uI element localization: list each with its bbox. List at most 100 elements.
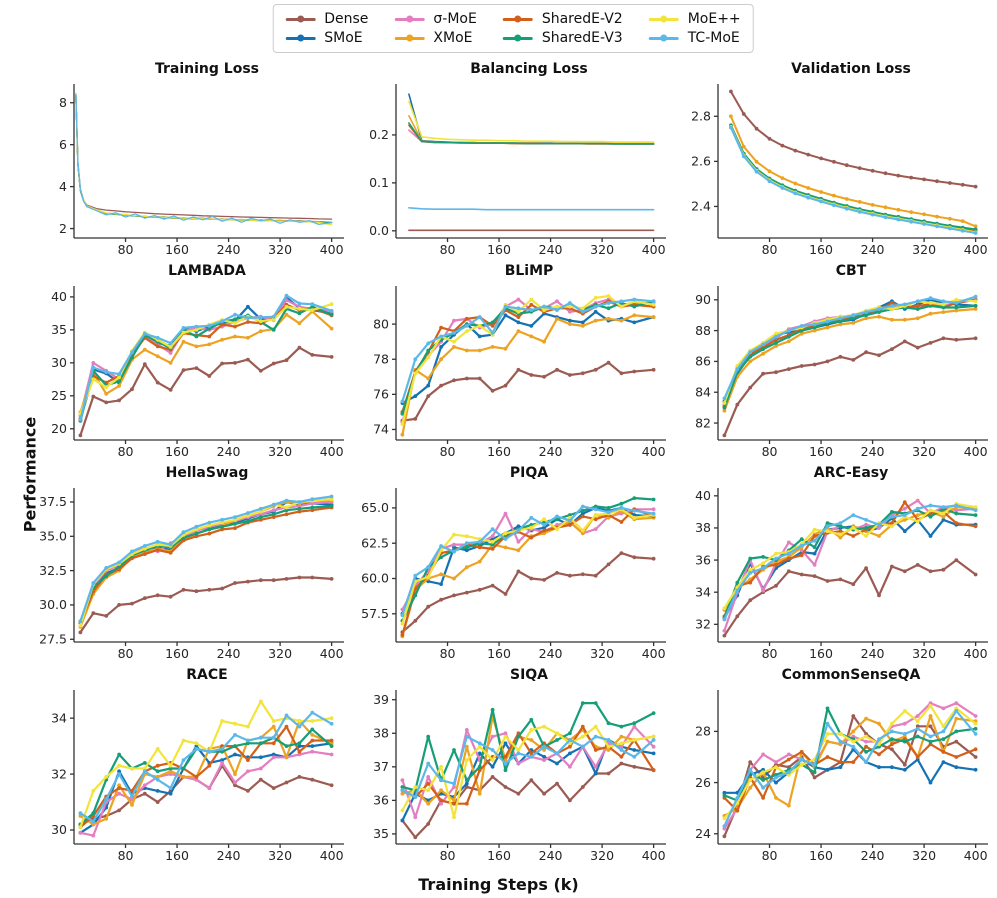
svg-text:80: 80: [762, 646, 778, 661]
chart-canvas: 24 26 28 80 160 240 320 400: [695, 690, 988, 863]
svg-text:60.0: 60.0: [361, 571, 389, 586]
svg-text:30: 30: [51, 822, 67, 837]
svg-text:320: 320: [912, 848, 936, 863]
svg-text:240: 240: [217, 242, 241, 257]
svg-text:400: 400: [320, 444, 344, 459]
svg-text:160: 160: [165, 646, 189, 661]
svg-text:80: 80: [440, 444, 456, 459]
chart-balancing-loss: Balancing Loss 0.0 0.1 0.2 80 160 240 320 400: [350, 60, 672, 262]
svg-text:240: 240: [217, 848, 241, 863]
svg-text:80: 80: [118, 242, 134, 257]
svg-text:240: 240: [539, 444, 563, 459]
svg-text:35: 35: [373, 826, 389, 841]
chart-title: HellaSwag: [165, 465, 249, 481]
chart-siqa: SIQA 35 36 37 38 39 80 160 240 320 400: [350, 666, 672, 868]
svg-text:80: 80: [440, 848, 456, 863]
svg-text:160: 160: [165, 444, 189, 459]
svg-text:2: 2: [59, 221, 67, 236]
svg-text:34: 34: [51, 710, 67, 725]
svg-text:80: 80: [440, 242, 456, 257]
chart-blimp: BLiMP 74 76 78 80 80 160 240 320 400: [350, 262, 672, 464]
chart-title: BLiMP: [504, 263, 554, 279]
svg-text:160: 160: [165, 848, 189, 863]
chart-canvas: 27.5 30.0 32.5 35.0 37.5 80 160 240 320 400: [39, 488, 344, 661]
svg-text:400: 400: [964, 848, 988, 863]
legend-label: Dense: [324, 11, 369, 27]
svg-text:320: 320: [590, 646, 614, 661]
svg-text:35.0: 35.0: [39, 529, 67, 544]
legend-item: TC-MoE: [648, 30, 741, 46]
svg-text:37: 37: [373, 759, 389, 774]
svg-text:400: 400: [642, 646, 666, 661]
chart-canvas: 32 34 36 38 40 80 160 240 320 400: [695, 488, 988, 661]
chart-canvas: 82 84 86 88 90 80 160 240 320 400: [695, 286, 988, 459]
legend-item: SharedE-V3: [502, 30, 623, 46]
chart-canvas: 30 32 34 80 160 240 320 400: [51, 690, 344, 863]
chart-hellaswag: HellaSwag 27.5 30.0 32.5 35.0 37.5 80 160 240 320…: [28, 464, 350, 666]
svg-text:32: 32: [695, 617, 711, 632]
chart-title: Training Loss: [155, 61, 259, 77]
chart-arc-easy: ARC-Easy 32 34 36 38 40 80 160 240 320 400: [672, 464, 994, 666]
svg-text:0.2: 0.2: [369, 127, 389, 142]
chart-title: LAMBADA: [168, 263, 246, 279]
chart-title: Validation Loss: [791, 61, 911, 77]
svg-text:80: 80: [118, 444, 134, 459]
svg-text:160: 160: [809, 444, 833, 459]
svg-text:240: 240: [861, 242, 885, 257]
legend-item: Dense: [285, 11, 368, 27]
svg-text:320: 320: [268, 646, 292, 661]
svg-text:38: 38: [373, 725, 389, 740]
legend-line-marker: [285, 34, 316, 42]
svg-text:84: 84: [695, 384, 711, 399]
chart-title: CommonSenseQA: [781, 667, 921, 683]
chart-title: CBT: [835, 263, 867, 279]
chart-title: ARC-Easy: [813, 465, 889, 481]
legend-label: SMoE: [324, 30, 363, 46]
svg-text:320: 320: [590, 242, 614, 257]
svg-text:90: 90: [695, 292, 711, 307]
legend-line-marker: [648, 15, 679, 23]
svg-text:35: 35: [51, 322, 67, 337]
svg-text:36: 36: [373, 793, 389, 808]
svg-text:320: 320: [912, 646, 936, 661]
svg-text:30.0: 30.0: [39, 597, 67, 612]
svg-text:74: 74: [373, 422, 389, 437]
legend-label: SharedE-V3: [541, 30, 623, 46]
legend-label: XMoE: [433, 30, 473, 46]
svg-text:400: 400: [320, 646, 344, 661]
chart-training-loss: Training Loss 2 4 6 8 80 160 240 320 400: [28, 60, 350, 262]
svg-text:240: 240: [861, 444, 885, 459]
svg-text:32: 32: [51, 766, 67, 781]
legend-line-marker: [502, 15, 533, 23]
svg-text:57.5: 57.5: [361, 606, 389, 621]
svg-text:25: 25: [51, 388, 67, 403]
svg-text:400: 400: [964, 646, 988, 661]
svg-text:160: 160: [487, 444, 511, 459]
chart-commonsenseqa: CommonSenseQA 24 26 28 80 160 240 320 400: [672, 666, 994, 868]
chart-title: Balancing Loss: [470, 61, 588, 77]
svg-text:240: 240: [217, 444, 241, 459]
svg-text:37.5: 37.5: [39, 494, 67, 509]
svg-text:6: 6: [59, 137, 67, 152]
svg-text:320: 320: [590, 444, 614, 459]
svg-text:20: 20: [51, 421, 67, 436]
chart-canvas: 74 76 78 80 80 160 240 320 400: [373, 286, 666, 459]
svg-text:80: 80: [762, 444, 778, 459]
svg-text:65.0: 65.0: [361, 500, 389, 515]
svg-text:38: 38: [695, 520, 711, 535]
svg-text:2.8: 2.8: [691, 108, 711, 123]
svg-text:39: 39: [373, 692, 389, 707]
svg-text:34: 34: [695, 584, 711, 599]
svg-text:400: 400: [320, 242, 344, 257]
svg-text:320: 320: [912, 444, 936, 459]
svg-text:62.5: 62.5: [361, 535, 389, 550]
svg-text:160: 160: [809, 242, 833, 257]
svg-text:0.0: 0.0: [369, 223, 389, 238]
chart-canvas: 2 4 6 8 80 160 240 320 400: [59, 84, 344, 257]
svg-text:30: 30: [51, 355, 67, 370]
svg-text:320: 320: [268, 242, 292, 257]
svg-text:80: 80: [762, 848, 778, 863]
svg-text:80: 80: [118, 646, 134, 661]
svg-text:400: 400: [642, 242, 666, 257]
svg-text:320: 320: [590, 848, 614, 863]
